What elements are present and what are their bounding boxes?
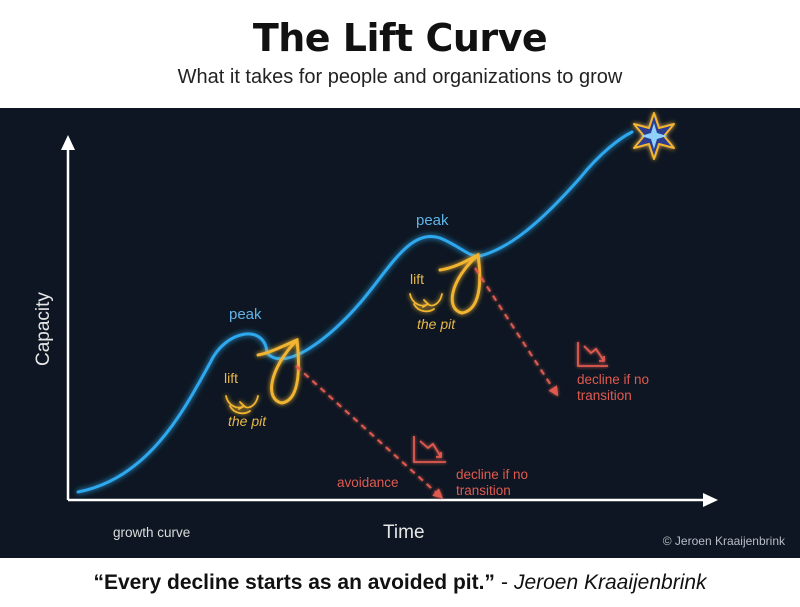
- quote-text: “Every decline starts as an avoided pit.…: [93, 570, 495, 594]
- lift-curve-diagram: peak peak lift lift the pit the pit avoi…: [33, 112, 786, 548]
- y-axis-label: Capacity: [33, 292, 54, 366]
- decline-label-1-line-1: decline if no: [456, 467, 528, 482]
- legend-label: growth curve: [113, 525, 190, 540]
- growth-curve: [76, 130, 634, 494]
- star-icon: [633, 112, 675, 160]
- y-axis-arrow-icon: [61, 135, 75, 150]
- pit-label-2: the pit: [417, 316, 456, 332]
- peak-label-2: peak: [416, 212, 449, 229]
- footer-quote: “Every decline starts as an avoided pit.…: [0, 558, 800, 607]
- pit-loop-1: [256, 337, 300, 405]
- chart-down-icon: [577, 342, 608, 367]
- lift-label-2: lift: [410, 271, 424, 287]
- avoidance-label: avoidance: [337, 475, 399, 490]
- copyright: © Jeroen Kraaijenbrink: [663, 534, 786, 548]
- lift-arrows-icon: [409, 293, 443, 313]
- peak-label-1: peak: [229, 306, 262, 323]
- decline-arrow-2: [474, 267, 559, 397]
- pit-loop-2: [438, 252, 482, 315]
- page-subtitle: What it takes for people and organizatio…: [177, 66, 623, 88]
- x-axis-arrow-icon: [703, 493, 718, 507]
- chart-down-icon: [413, 436, 446, 463]
- x-axis-label: Time: [383, 522, 425, 543]
- page-title: The Lift Curve: [252, 16, 548, 60]
- quote-dash: -: [500, 570, 508, 594]
- lift-label-1: lift: [224, 370, 238, 386]
- decline-label-2-line-1: decline if no: [577, 372, 649, 387]
- quote-author: Jeroen Kraaijenbrink: [513, 570, 707, 594]
- diagram-panel: peak peak lift lift the pit the pit avoi…: [0, 108, 800, 558]
- header: The Lift Curve What it takes for people …: [0, 0, 800, 108]
- pit-label-1: the pit: [228, 413, 267, 429]
- decline-label-2-line-2: transition: [577, 388, 632, 403]
- lift-arrows-icon: [225, 395, 259, 415]
- decline-label-1-line-2: transition: [456, 483, 511, 498]
